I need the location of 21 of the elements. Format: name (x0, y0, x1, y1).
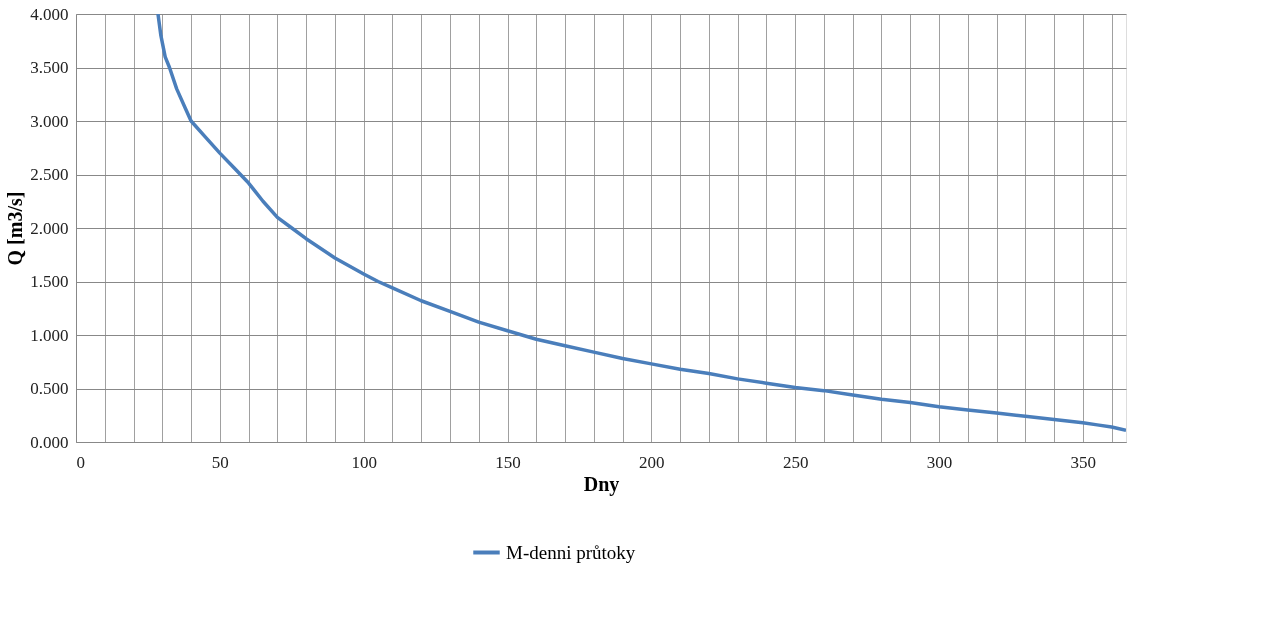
x-tick-label: 300 (926, 452, 953, 472)
legend-label: M-denni průtoky (506, 541, 636, 563)
x-tick-label: 0 (76, 452, 85, 472)
y-tick-label: 3.000 (30, 111, 69, 131)
x-tick-label: 250 (782, 452, 809, 472)
y-axis-title: Q [m3/s] (4, 191, 27, 266)
x-tick-label: 200 (639, 452, 665, 472)
x-tick-label: 150 (495, 452, 521, 472)
y-tick-label: 4.000 (30, 4, 69, 24)
y-tick-label: 1.000 (30, 325, 69, 345)
x-tick-label: 100 (351, 452, 377, 472)
y-tick-label: 0.500 (30, 379, 69, 398)
line-series (156, 14, 1126, 432)
y-tick-label: 2.500 (30, 165, 69, 184)
y-tick-label: 3.500 (30, 58, 69, 77)
y-tick-label: 0.000 (30, 432, 69, 452)
x-tick-label: 50 (211, 452, 229, 472)
x-tick-label: 350 (1070, 452, 1097, 472)
x-axis-title: Dny (583, 472, 620, 496)
y-tick-label: 1.500 (30, 272, 69, 291)
y-tick-label: 2.000 (30, 218, 69, 238)
